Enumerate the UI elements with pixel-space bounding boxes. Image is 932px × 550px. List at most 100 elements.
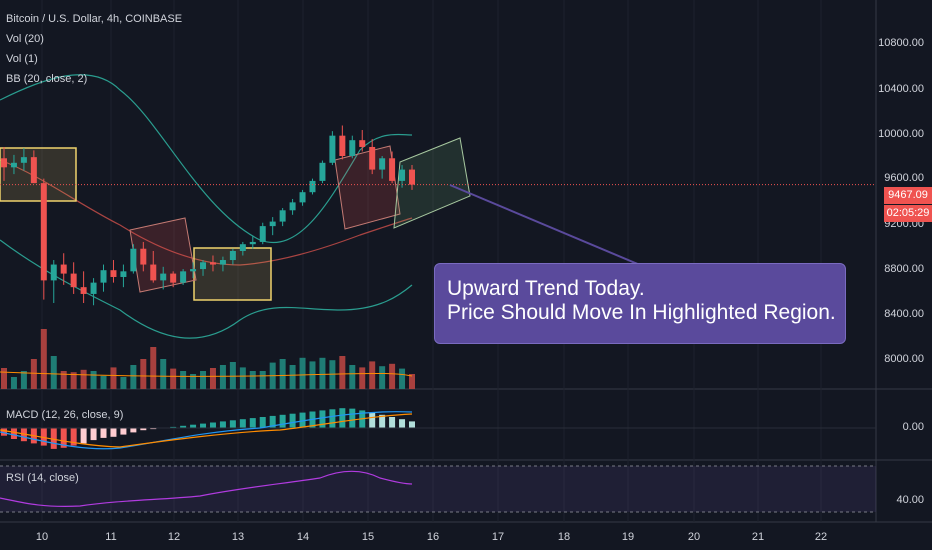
- target-region: [393, 137, 471, 229]
- candle-body: [209, 262, 216, 265]
- macd-histogram-bar: [279, 414, 286, 428]
- signal-line: [0, 413, 413, 448]
- volume-bar: [279, 359, 286, 389]
- volume-bar: [299, 357, 306, 389]
- macd-histogram-bar: [70, 428, 77, 446]
- candle-body: [1, 158, 7, 168]
- bb-lower-band: [0, 239, 413, 339]
- candle-body: [289, 202, 296, 211]
- macd-histogram-bar: [249, 418, 256, 428]
- volume-bar: [130, 365, 137, 389]
- macd-legend[interactable]: MACD (12, 26, close, 9): [6, 409, 124, 421]
- volume-bar: [209, 368, 216, 389]
- macd-histogram-bar: [120, 428, 127, 435]
- macd-histogram-bar: [190, 424, 197, 428]
- callout-line-1: Upward Trend Today.: [447, 277, 645, 300]
- volume-bar: [289, 365, 296, 389]
- candle-body: [190, 269, 197, 272]
- volume-bar: [80, 369, 87, 389]
- macd-histogram-bar: [170, 426, 177, 428]
- candle-body: [329, 135, 336, 163]
- macd-histogram-bar: [409, 421, 415, 428]
- macd-histogram-bar: [10, 428, 17, 439]
- volume-series: [0, 329, 415, 389]
- volume-bar: [20, 371, 27, 389]
- volume-bar: [229, 362, 236, 389]
- x-tick-label: 19: [621, 531, 635, 543]
- x-tick-label: 12: [167, 531, 181, 543]
- volume-bar: [150, 347, 157, 389]
- candle-body: [319, 162, 326, 181]
- volume-bar: [1, 368, 7, 389]
- macd-histogram-bar: [399, 419, 406, 428]
- candle-body: [150, 264, 157, 281]
- x-tick-label: 15: [361, 531, 375, 543]
- volume-bar: [70, 372, 77, 389]
- rsi-legend[interactable]: RSI (14, close): [6, 472, 79, 484]
- volume-bar: [40, 329, 47, 389]
- candle-body: [219, 260, 226, 265]
- macd-histogram-bar: [1, 428, 7, 436]
- candle-body: [299, 192, 306, 203]
- price-tick-label: 10000.00: [878, 128, 924, 140]
- price-tick-label: 10400.00: [878, 83, 924, 95]
- macd-histogram-bar: [40, 428, 47, 446]
- macd-histogram-bar: [20, 428, 27, 442]
- vol1-legend[interactable]: Vol (1): [6, 53, 38, 65]
- candle-body: [60, 264, 67, 274]
- price-tick-label: 8800.00: [884, 263, 924, 275]
- vol20-legend[interactable]: Vol (20): [6, 33, 44, 45]
- countdown-tag: 02:05:29: [884, 205, 932, 222]
- price-tick-label: 10800.00: [878, 37, 924, 49]
- bb-legend[interactable]: BB (20, close, 2): [6, 73, 88, 85]
- macd-histogram-bar: [339, 408, 346, 428]
- x-tick-label: 18: [557, 531, 571, 543]
- symbol-title[interactable]: Bitcoin / U.S. Dollar, 4h, COINBASE: [6, 13, 183, 25]
- macd-histogram-bar: [239, 419, 246, 428]
- candle-body: [130, 248, 137, 272]
- volume-bar: [349, 365, 356, 389]
- volume-bar: [239, 367, 246, 389]
- candle-body: [409, 169, 415, 185]
- candle-body: [140, 248, 147, 265]
- candle-body: [40, 183, 47, 281]
- macd-histogram-bar: [130, 428, 137, 433]
- volume-bar: [219, 365, 226, 389]
- annotation-callout[interactable]: Upward Trend Today. Price Should Move In…: [434, 263, 846, 344]
- candle-body: [80, 287, 87, 294]
- volume-bar: [379, 366, 386, 389]
- volume-bar: [100, 375, 107, 389]
- volume-bar: [120, 377, 127, 389]
- x-tick-label: 16: [426, 531, 440, 543]
- macd-zero-label: 0.00: [902, 421, 924, 433]
- volume-bar: [60, 371, 67, 389]
- macd-histogram-bar: [180, 425, 187, 428]
- volume-bar: [180, 371, 187, 389]
- candle-body: [170, 273, 177, 283]
- macd-histogram-bar: [80, 428, 87, 444]
- candle-body: [120, 271, 127, 277]
- candle-body: [249, 241, 256, 245]
- volume-bar: [359, 367, 366, 389]
- callout-pointer: [449, 184, 641, 266]
- macd-histogram-bar: [90, 428, 97, 441]
- macd-histogram-bar: [209, 422, 216, 428]
- macd-histogram-bar: [229, 420, 236, 428]
- price-tick-label: 8400.00: [884, 308, 924, 320]
- x-tick-label: 22: [814, 531, 828, 543]
- callout-line-2: Price Should Move In Highlighted Region.: [447, 301, 836, 324]
- volume-bar: [399, 368, 406, 389]
- candle-body: [100, 270, 107, 283]
- x-tick-label: 11: [105, 531, 117, 543]
- volume-bar: [160, 359, 167, 389]
- candle-body: [339, 135, 346, 157]
- volume-bar: [90, 371, 97, 389]
- candle-body: [309, 180, 316, 193]
- highlight-parallelogram: [129, 217, 197, 293]
- volume-bar: [339, 356, 346, 389]
- candle-body: [90, 282, 97, 294]
- x-tick-label: 13: [231, 531, 245, 543]
- candle-body: [269, 221, 276, 227]
- volume-bar: [369, 361, 376, 389]
